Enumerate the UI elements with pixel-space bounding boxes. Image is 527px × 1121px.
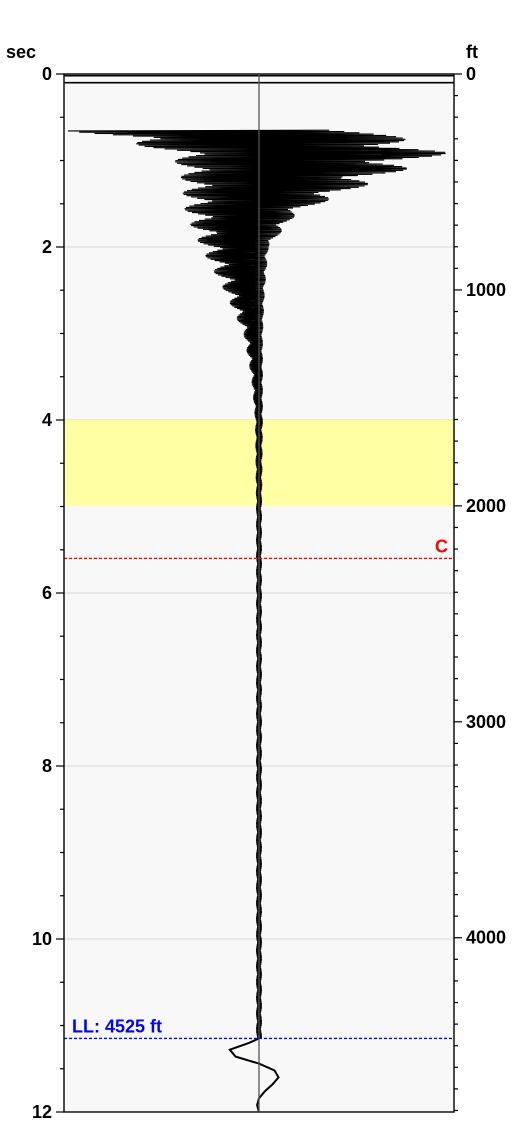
marker-label: LL: 4525 ft [72, 1016, 162, 1036]
right-axis: 0 1000 2000 3000 4000 [454, 64, 506, 1112]
left-tick-label: 2 [42, 237, 52, 257]
left-tick-label: 6 [42, 583, 52, 603]
left-tick-label: 10 [32, 929, 52, 949]
left-axis: 0 2 4 6 8 10 12 [32, 64, 64, 1121]
left-axis-unit-label: sec [6, 42, 36, 62]
right-tick-label: 1000 [466, 280, 506, 300]
left-tick-label: 0 [42, 64, 52, 84]
left-tick-label: 4 [42, 410, 52, 430]
left-tick-label: 12 [32, 1102, 52, 1121]
right-axis-unit-label: ft [466, 42, 478, 62]
right-tick-label: 0 [466, 64, 476, 84]
marker-label: C [435, 536, 448, 556]
left-tick-label: 8 [42, 756, 52, 776]
right-tick-label: 4000 [466, 928, 506, 948]
right-tick-label: 2000 [466, 496, 506, 516]
right-tick-label: 3000 [466, 712, 506, 732]
